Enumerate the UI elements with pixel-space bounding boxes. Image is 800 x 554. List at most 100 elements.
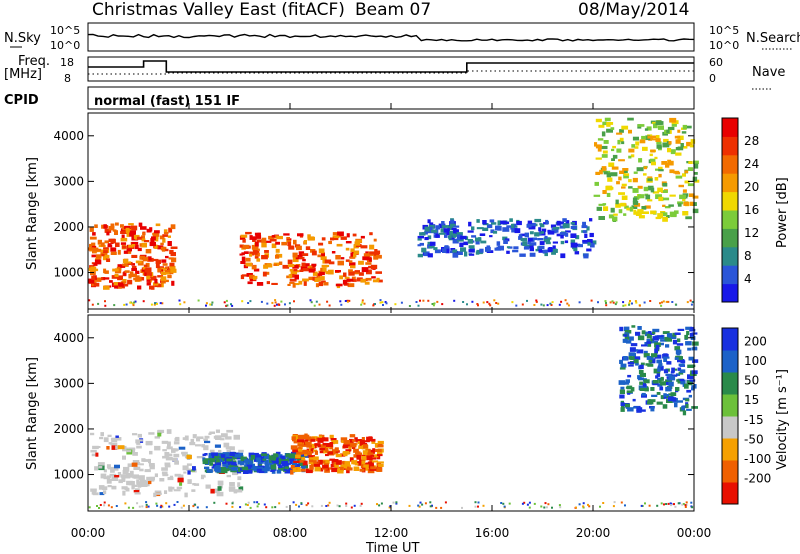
data-cell-0-3-113 [641,206,647,210]
data-cell-1-0-136 [111,476,119,481]
data-cell-0-3-49 [675,175,683,179]
data-cell-0-3-19 [628,179,632,183]
data-cell-1-0-132 [187,479,192,484]
data-cell-1-2-247 [370,466,376,470]
ground-cell-1-52 [257,503,260,505]
data-cell-1-2-197 [319,459,323,465]
ground-cell-1-110 [461,506,463,509]
data-cell-0-2-28 [427,241,432,247]
data-cell-0-1-204 [358,260,364,265]
data-cell-1-3-22 [657,377,664,381]
data-cell-0-3-149 [632,188,639,193]
data-cell-0-2-1 [518,236,523,240]
ground-cell-0-9 [104,304,107,307]
data-cell-1-0-52 [194,483,200,486]
data-cell-1-0-217 [175,436,180,441]
data-cell-0-1-228 [245,262,253,267]
ground-cell-0-92 [489,304,492,307]
ground-cell-1-18 [551,506,553,509]
data-cell-0-1-236 [243,251,249,254]
data-cell-1-3-195 [630,343,638,347]
data-cell-0-1-30 [292,282,296,288]
data-cell-0-1-215 [332,232,338,236]
data-cell-0-2-118 [502,227,510,232]
data-cell-1-3-16 [631,325,636,328]
data-cell-1-3-218 [690,326,695,330]
data-cell-1-0-186 [225,446,232,450]
colorbar-tick-0-2: 12 [744,226,759,240]
data-cell-0-3-255 [656,144,662,149]
ground-cell-1-149 [389,505,392,508]
data-cell-0-0-151 [121,245,127,249]
data-cell-0-0-37 [154,244,158,249]
data-cell-0-3-159 [658,169,664,172]
data-cell-0-3-48 [612,154,618,159]
data-cell-0-3-7 [667,126,675,131]
data-cell-0-1-65 [290,270,298,275]
data-cell-0-1-146 [249,235,253,240]
data-cell-0-0-137 [122,283,129,287]
data-cell-0-3-35 [677,129,681,133]
data-cell-1-3-248 [652,380,659,384]
data-cell-0-3-84 [619,129,624,133]
power-ylabel: Slant Range [km] [25,157,40,270]
data-cell-1-0-0 [90,449,97,453]
data-cell-1-0-214 [131,462,138,467]
data-cell-0-0-103 [151,275,157,281]
data-cell-1-3-238 [691,385,695,389]
data-cell-0-1-178 [283,233,290,236]
data-cell-0-0-109 [169,262,175,267]
data-cell-0-2-117 [590,240,597,245]
data-cell-1-1-57 [253,458,258,462]
ground-cell-1-114 [124,502,127,505]
ground-cell-0-147 [615,301,618,304]
data-cell-0-2-176 [435,233,440,238]
data-cell-1-1-258 [246,464,253,468]
ground-cell-1-105 [429,501,432,504]
data-cell-1-3-84 [640,362,645,366]
data-cell-1-1-180 [209,458,216,463]
data-cell-0-1-20 [271,243,277,249]
data-cell-0-0-75 [92,232,96,236]
data-cell-1-1-238 [226,457,233,460]
data-cell-1-3-226 [646,341,652,344]
data-cell-0-1-235 [327,269,334,275]
data-cell-0-0-245 [145,249,152,254]
data-cell-1-3-47 [628,352,635,357]
data-cell-0-1-210 [287,264,295,268]
data-cell-0-0-36 [118,285,125,289]
data-cell-1-1-235 [244,459,251,463]
data-cell-0-0-169 [107,243,111,247]
data-cell-0-2-20 [560,253,566,259]
data-cell-0-2-77 [427,235,432,240]
ground-cell-0-139 [260,300,263,303]
colorbar-swatch-1-5 [722,372,738,395]
data-cell-0-1-37 [292,257,299,263]
data-cell-1-3-118 [641,394,647,398]
data-cell-1-3-143 [672,339,678,345]
data-cell-0-2-188 [545,221,549,225]
ground-cell-0-128 [604,300,607,303]
data-cell-1-2-214 [322,437,329,442]
data-cell-1-1-161 [242,470,249,474]
data-cell-0-0-232 [100,242,105,247]
data-cell-1-1-101 [258,469,266,474]
data-cell-0-0-65 [169,265,176,270]
data-cell-0-1-94 [256,282,264,286]
data-cell-0-2-157 [491,222,497,225]
ground-cell-1-4 [395,502,398,505]
ground-cell-0-153 [471,300,474,303]
data-cell-1-3-30 [633,406,639,409]
ground-cell-0-0 [605,302,607,304]
data-cell-1-2-205 [302,460,308,466]
data-cell-0-3-175 [692,178,697,182]
data-cell-0-2-159 [506,246,511,249]
ground-cell-0-47 [225,304,228,307]
ground-cell-1-54 [350,506,353,509]
data-cell-0-1-184 [239,235,246,240]
data-cell-1-3-45 [656,372,661,377]
data-cell-1-0-251 [142,479,147,483]
ground-cell-0-60 [466,303,468,306]
data-cell-1-0-254 [157,432,162,437]
